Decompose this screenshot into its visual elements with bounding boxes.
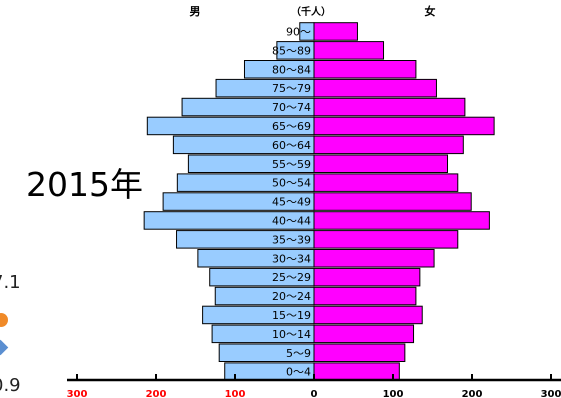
female-bar-85～89	[313, 41, 385, 60]
side-note-lower: 0.9	[0, 375, 21, 396]
female-bar-35～39	[313, 230, 459, 249]
age-label: 65～69	[272, 120, 311, 133]
age-label: 85～89	[272, 44, 311, 57]
female-bar-30～34	[313, 249, 435, 268]
female-bar-20～24	[313, 286, 417, 306]
x-tick-label: 100	[225, 389, 246, 398]
age-label: 40～44	[272, 214, 311, 227]
female-bar-10～14	[313, 324, 415, 344]
female-bar-50～54	[313, 173, 459, 192]
female-header: 女	[425, 4, 436, 18]
female-bar-65～69	[313, 116, 495, 136]
female-bar-15～19	[313, 305, 423, 325]
orange-dot-marker	[0, 313, 8, 327]
side-note-upper: 7.1	[0, 272, 21, 293]
x-tick-label: 0	[311, 389, 318, 398]
age-label: 35～39	[272, 233, 311, 246]
age-label: 75～79	[272, 82, 311, 95]
female-bar-80～84	[313, 60, 417, 79]
female-bar-60～64	[313, 135, 464, 155]
age-label: 55～59	[272, 158, 311, 171]
female-bar-25～29	[313, 267, 421, 287]
x-tick-label: 200	[462, 389, 483, 398]
unit-label: （千人）	[291, 5, 331, 18]
female-bar-0～4	[313, 362, 400, 381]
female-bar-45～49	[313, 192, 472, 211]
age-label: 30～34	[272, 252, 311, 265]
year-label: 2015年	[26, 165, 143, 204]
age-label: 15～19	[272, 309, 311, 322]
x-tick-label: 100	[383, 389, 404, 398]
male-header: 男	[190, 5, 201, 18]
age-label: 5～9	[286, 347, 311, 360]
female-bar-75～79	[313, 78, 437, 98]
age-label: 70～74	[272, 101, 311, 114]
age-label: 45～49	[272, 196, 311, 209]
female-bar-90～	[313, 22, 358, 41]
x-tick-label: 200	[146, 389, 167, 398]
age-label: 0～4	[286, 366, 311, 379]
age-label: 90～	[286, 25, 311, 38]
x-tick-label: 300	[541, 389, 561, 398]
female-bar-5～9	[313, 343, 406, 362]
female-bar-40～44	[313, 211, 490, 230]
female-bar-55～59	[313, 154, 449, 173]
age-label: 50～54	[272, 177, 311, 190]
age-label: 20～24	[272, 290, 311, 303]
x-tick-label: 300	[67, 389, 88, 398]
age-label: 25～29	[272, 271, 311, 284]
age-label: 10～14	[272, 328, 311, 341]
age-label: 60～64	[272, 139, 311, 152]
age-label: 80～84	[272, 63, 311, 76]
female-bar-70～74	[313, 97, 466, 117]
